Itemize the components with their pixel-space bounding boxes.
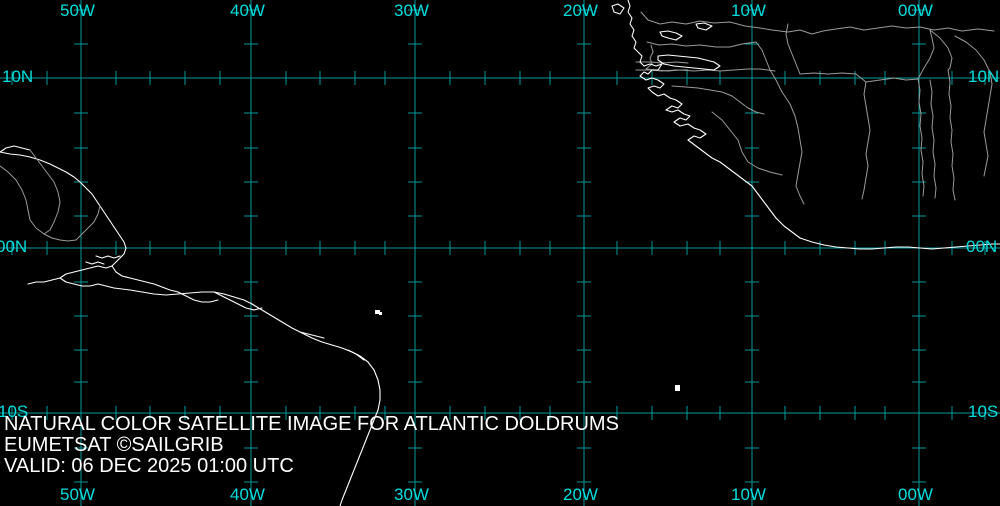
minor-ticks-on-meridian-40w [244,9,258,483]
lon-label-top-40w: 40W [230,1,265,20]
lon-label-bottom-50w: 50W [60,485,95,504]
caption-title: NATURAL COLOR SATELLITE IMAGE FOR ATLANT… [4,413,619,435]
graticule-minor-ticks [11,9,986,483]
map-caption: NATURAL COLOR SATELLITE IMAGE FOR ATLANT… [4,414,619,477]
lon-label-bottom-30w: 30W [394,485,429,504]
island-ascension [675,385,680,391]
caption-valid-time: VALID: 06 DEC 2025 01:00 UTC [4,455,294,477]
lon-label-top-50w: 50W [60,1,95,20]
west-africa-coastline [611,0,1000,250]
lon-label-bottom-40w: 40W [230,485,265,504]
minor-ticks-on-parallel-00n [11,241,986,255]
ocean-islands [375,310,680,391]
minor-ticks-on-meridian-10w [745,9,759,483]
island-fernando-de-noronha [375,310,380,314]
lat-label-right-10n: 10N [968,67,1000,86]
minor-ticks-on-meridian-30w [408,9,422,483]
minor-ticks-on-meridian-50w [74,9,88,483]
lat-label-left-00n: 00N [0,237,28,256]
lat-label-right-00n: 00N [966,237,998,256]
lon-label-bottom-20w: 20W [563,485,598,504]
caption-source: EUMETSAT ©SAILGRIB [4,434,224,456]
minor-ticks-on-meridian-00w [912,9,926,483]
lon-label-top-30w: 30W [394,1,429,20]
lon-label-top-10w: 10W [731,1,766,20]
lat-label-left-10n: 10N [2,67,34,86]
lon-label-top-00w: 00W [898,1,933,20]
minor-ticks-on-parallel-10s [11,406,986,420]
lon-label-bottom-00w: 00W [898,485,933,504]
africa-country-borders [635,11,995,205]
lon-label-bottom-10w: 10W [731,485,766,504]
lon-label-top-20w: 20W [563,1,598,20]
south-america-coastline [0,145,381,506]
lat-label-left-10s: 10S [0,402,29,421]
minor-ticks-on-meridian-20w [577,9,591,483]
lat-label-right-10s: 10S [968,402,999,421]
island-fernando-de-noronha-b [379,312,382,315]
